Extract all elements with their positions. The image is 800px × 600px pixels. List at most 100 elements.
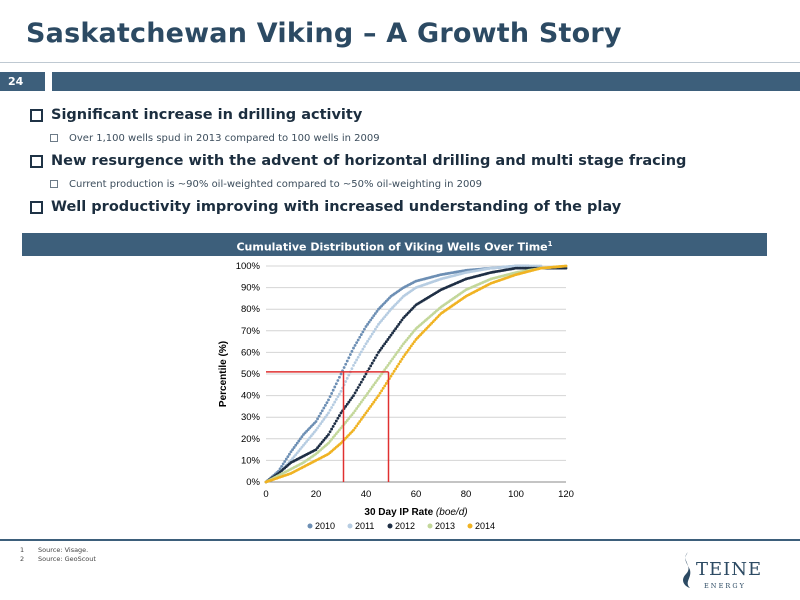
legend-label: 2011 — [355, 521, 374, 531]
data-point — [359, 333, 363, 336]
data-point — [291, 448, 294, 451]
data-point — [361, 347, 365, 351]
data-point — [334, 397, 338, 401]
data-point — [295, 441, 299, 445]
data-point — [292, 446, 296, 449]
data-point — [366, 322, 369, 326]
data-point — [330, 427, 334, 431]
title-rule — [0, 62, 800, 63]
data-point — [413, 340, 416, 343]
data-point — [325, 434, 329, 438]
data-point — [344, 380, 348, 383]
data-point — [347, 356, 351, 360]
data-point — [403, 353, 407, 356]
data-point — [281, 462, 285, 466]
data-point — [377, 351, 380, 354]
sub-bullet-text: Current production is ~90% oil-weighted … — [69, 178, 483, 190]
data-point — [356, 422, 360, 426]
y-tick-label: 60% — [241, 347, 261, 358]
data-point — [352, 411, 355, 415]
data-point — [409, 332, 413, 336]
data-point — [356, 355, 360, 359]
sub-bullet-1: Over 1,100 wells spud in 2013 compared t… — [30, 127, 790, 149]
data-point — [347, 400, 351, 404]
data-point — [406, 336, 410, 340]
footnote-2: 2 Source: GeoScout — [20, 554, 96, 563]
data-point — [400, 318, 404, 322]
data-point — [378, 374, 382, 378]
data-point — [397, 348, 401, 352]
data-point — [363, 413, 366, 417]
data-point — [375, 353, 379, 357]
data-point — [372, 330, 376, 334]
footnote-1: 1 Source: Visage. — [20, 546, 89, 554]
data-point — [405, 338, 409, 342]
data-point — [330, 406, 334, 409]
data-point — [389, 374, 393, 378]
data-point — [377, 394, 380, 397]
data-point — [344, 362, 348, 366]
data-point — [378, 321, 382, 324]
data-point — [358, 335, 362, 339]
data-point — [347, 373, 351, 377]
data-point — [314, 420, 318, 423]
data-point — [367, 320, 371, 324]
data-point — [356, 338, 360, 342]
y-tick-label: 10% — [241, 455, 261, 466]
data-point — [328, 430, 332, 434]
data-point — [300, 445, 304, 449]
data-point — [327, 398, 330, 402]
y-tick-label: 90% — [241, 283, 261, 294]
data-point — [366, 392, 369, 395]
data-point — [372, 359, 376, 362]
bullet-text: Well productivity improving with increas… — [51, 199, 622, 215]
data-point — [319, 412, 323, 415]
data-point — [373, 381, 377, 385]
data-point — [369, 387, 373, 391]
data-point — [378, 391, 382, 395]
data-point — [366, 409, 369, 413]
data-point — [367, 389, 371, 393]
data-point — [381, 317, 385, 321]
data-point — [308, 436, 312, 440]
data-point — [391, 372, 394, 376]
data-point — [294, 453, 298, 457]
slide-number: 24 — [0, 72, 45, 91]
data-point — [331, 403, 335, 407]
data-point — [336, 416, 340, 420]
data-point — [327, 411, 330, 415]
y-tick-label: 100% — [236, 261, 261, 272]
data-point — [317, 444, 321, 448]
data-point — [295, 451, 299, 455]
teine-energy-logo: TEINE E N E R G Y — [683, 552, 762, 590]
data-point — [395, 351, 399, 354]
data-point — [373, 327, 377, 331]
bullet-1: Significant increase in drilling activit… — [30, 103, 790, 127]
x-tick-label: 40 — [361, 489, 372, 500]
data-point — [322, 417, 326, 421]
data-point — [395, 365, 399, 368]
legend-marker — [347, 523, 353, 529]
data-point — [400, 357, 404, 361]
chart-footnote-mark: 1 — [547, 240, 553, 248]
data-point — [370, 316, 374, 320]
square-bullet-icon — [30, 154, 43, 168]
data-point — [370, 332, 374, 336]
data-point — [364, 372, 368, 376]
data-point — [331, 436, 335, 439]
data-point — [297, 439, 301, 443]
data-point — [316, 426, 319, 430]
data-point — [297, 449, 301, 453]
data-point — [356, 386, 360, 389]
logo-wordmark: TEINE — [696, 559, 762, 580]
data-point — [408, 346, 412, 350]
data-point — [359, 400, 363, 404]
data-point — [317, 414, 321, 418]
data-point — [388, 335, 391, 339]
data-point — [355, 388, 359, 392]
footnotes: 1 Source: Visage. 2 Source: GeoScout — [20, 546, 96, 563]
data-point — [348, 353, 352, 356]
data-point — [391, 357, 394, 361]
data-point — [317, 424, 321, 428]
data-point — [381, 386, 385, 390]
